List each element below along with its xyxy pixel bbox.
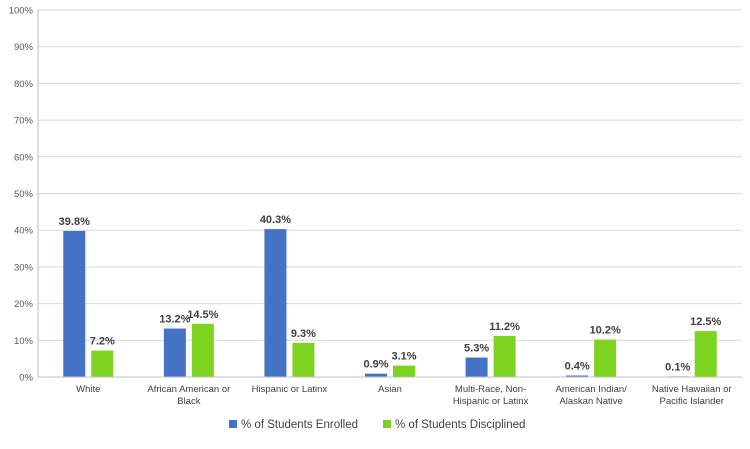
y-tick-label: 20%	[14, 299, 34, 310]
x-category-label: Hispanic or Latinx	[252, 384, 328, 395]
x-category-label: Alaskan Native	[559, 396, 622, 407]
y-tick-label: 70%	[14, 116, 34, 127]
x-category-label: Native Hawaiian or	[652, 384, 732, 395]
bar-disciplined	[493, 335, 516, 377]
legend-swatch	[383, 420, 391, 428]
bar-disciplined	[91, 350, 114, 377]
bar-enrolled	[264, 229, 287, 377]
bar-enrolled	[163, 328, 186, 377]
legend-swatch	[229, 420, 237, 428]
y-tick-label: 40%	[14, 226, 34, 237]
bar-enrolled	[365, 373, 387, 377]
y-tick-label: 0%	[19, 373, 33, 384]
bar-disciplined	[694, 331, 717, 377]
data-label: 39.8%	[59, 216, 90, 228]
x-category-label: Pacific Islander	[660, 396, 724, 407]
data-label: 9.3%	[291, 328, 316, 340]
x-category-label: White	[76, 384, 100, 395]
y-tick-label: 10%	[14, 336, 34, 347]
grid-layer	[38, 9, 742, 341]
y-tick-label: 80%	[14, 79, 34, 90]
data-label: 12.5%	[690, 316, 721, 328]
y-tick-label: 30%	[14, 262, 34, 273]
data-label: 7.2%	[90, 336, 115, 348]
x-category-label: African American or	[147, 384, 230, 395]
legend: % of Students Enrolled % of Students Disc…	[229, 419, 525, 431]
legend-label: % of Students Disciplined	[395, 419, 525, 431]
y-tick-label: 60%	[14, 152, 34, 163]
y-tick-label: 100%	[9, 6, 34, 17]
data-label: 0.1%	[665, 361, 690, 373]
x-category-label: Multi-Race, Non-	[455, 384, 526, 395]
x-category-label: Hispanic or Latinx	[453, 396, 529, 407]
bar-disciplined	[292, 342, 315, 377]
data-label: 5.3%	[464, 343, 489, 355]
data-label: 14.5%	[187, 309, 218, 321]
data-label: 0.9%	[363, 359, 388, 371]
bar-enrolled	[566, 375, 589, 377]
data-label: 13.2%	[159, 314, 190, 326]
bar-disciplined	[594, 339, 617, 377]
bars-layer	[63, 229, 717, 377]
legend-label: % of Students Enrolled	[241, 419, 358, 431]
bar-disciplined	[191, 323, 214, 377]
bar-enrolled	[465, 357, 488, 377]
labels-layer: 39.8% 7.2% 13.2%14.5% 40.3% 9.3% 0.9%3.1% 5.3%…	[59, 214, 722, 373]
x-category-label: American Indian/	[555, 384, 627, 395]
data-label: 40.3%	[260, 214, 291, 226]
x-category-label: Asian	[378, 384, 402, 395]
x-category-label: Black	[177, 396, 200, 407]
y-tick-label: 90%	[14, 42, 34, 53]
data-label: 3.1%	[391, 351, 416, 363]
bar-disciplined	[393, 365, 415, 377]
data-label: 0.4%	[565, 361, 590, 373]
data-label: 11.2%	[489, 321, 520, 333]
bar-enrolled	[63, 230, 86, 377]
y-tick-label: 50%	[14, 189, 34, 200]
axis-layer: 0% 10% 20% 30% 40% 50% 60% 70% 80% 90% 100% White Af…	[9, 6, 742, 407]
data-label: 10.2%	[590, 325, 621, 337]
